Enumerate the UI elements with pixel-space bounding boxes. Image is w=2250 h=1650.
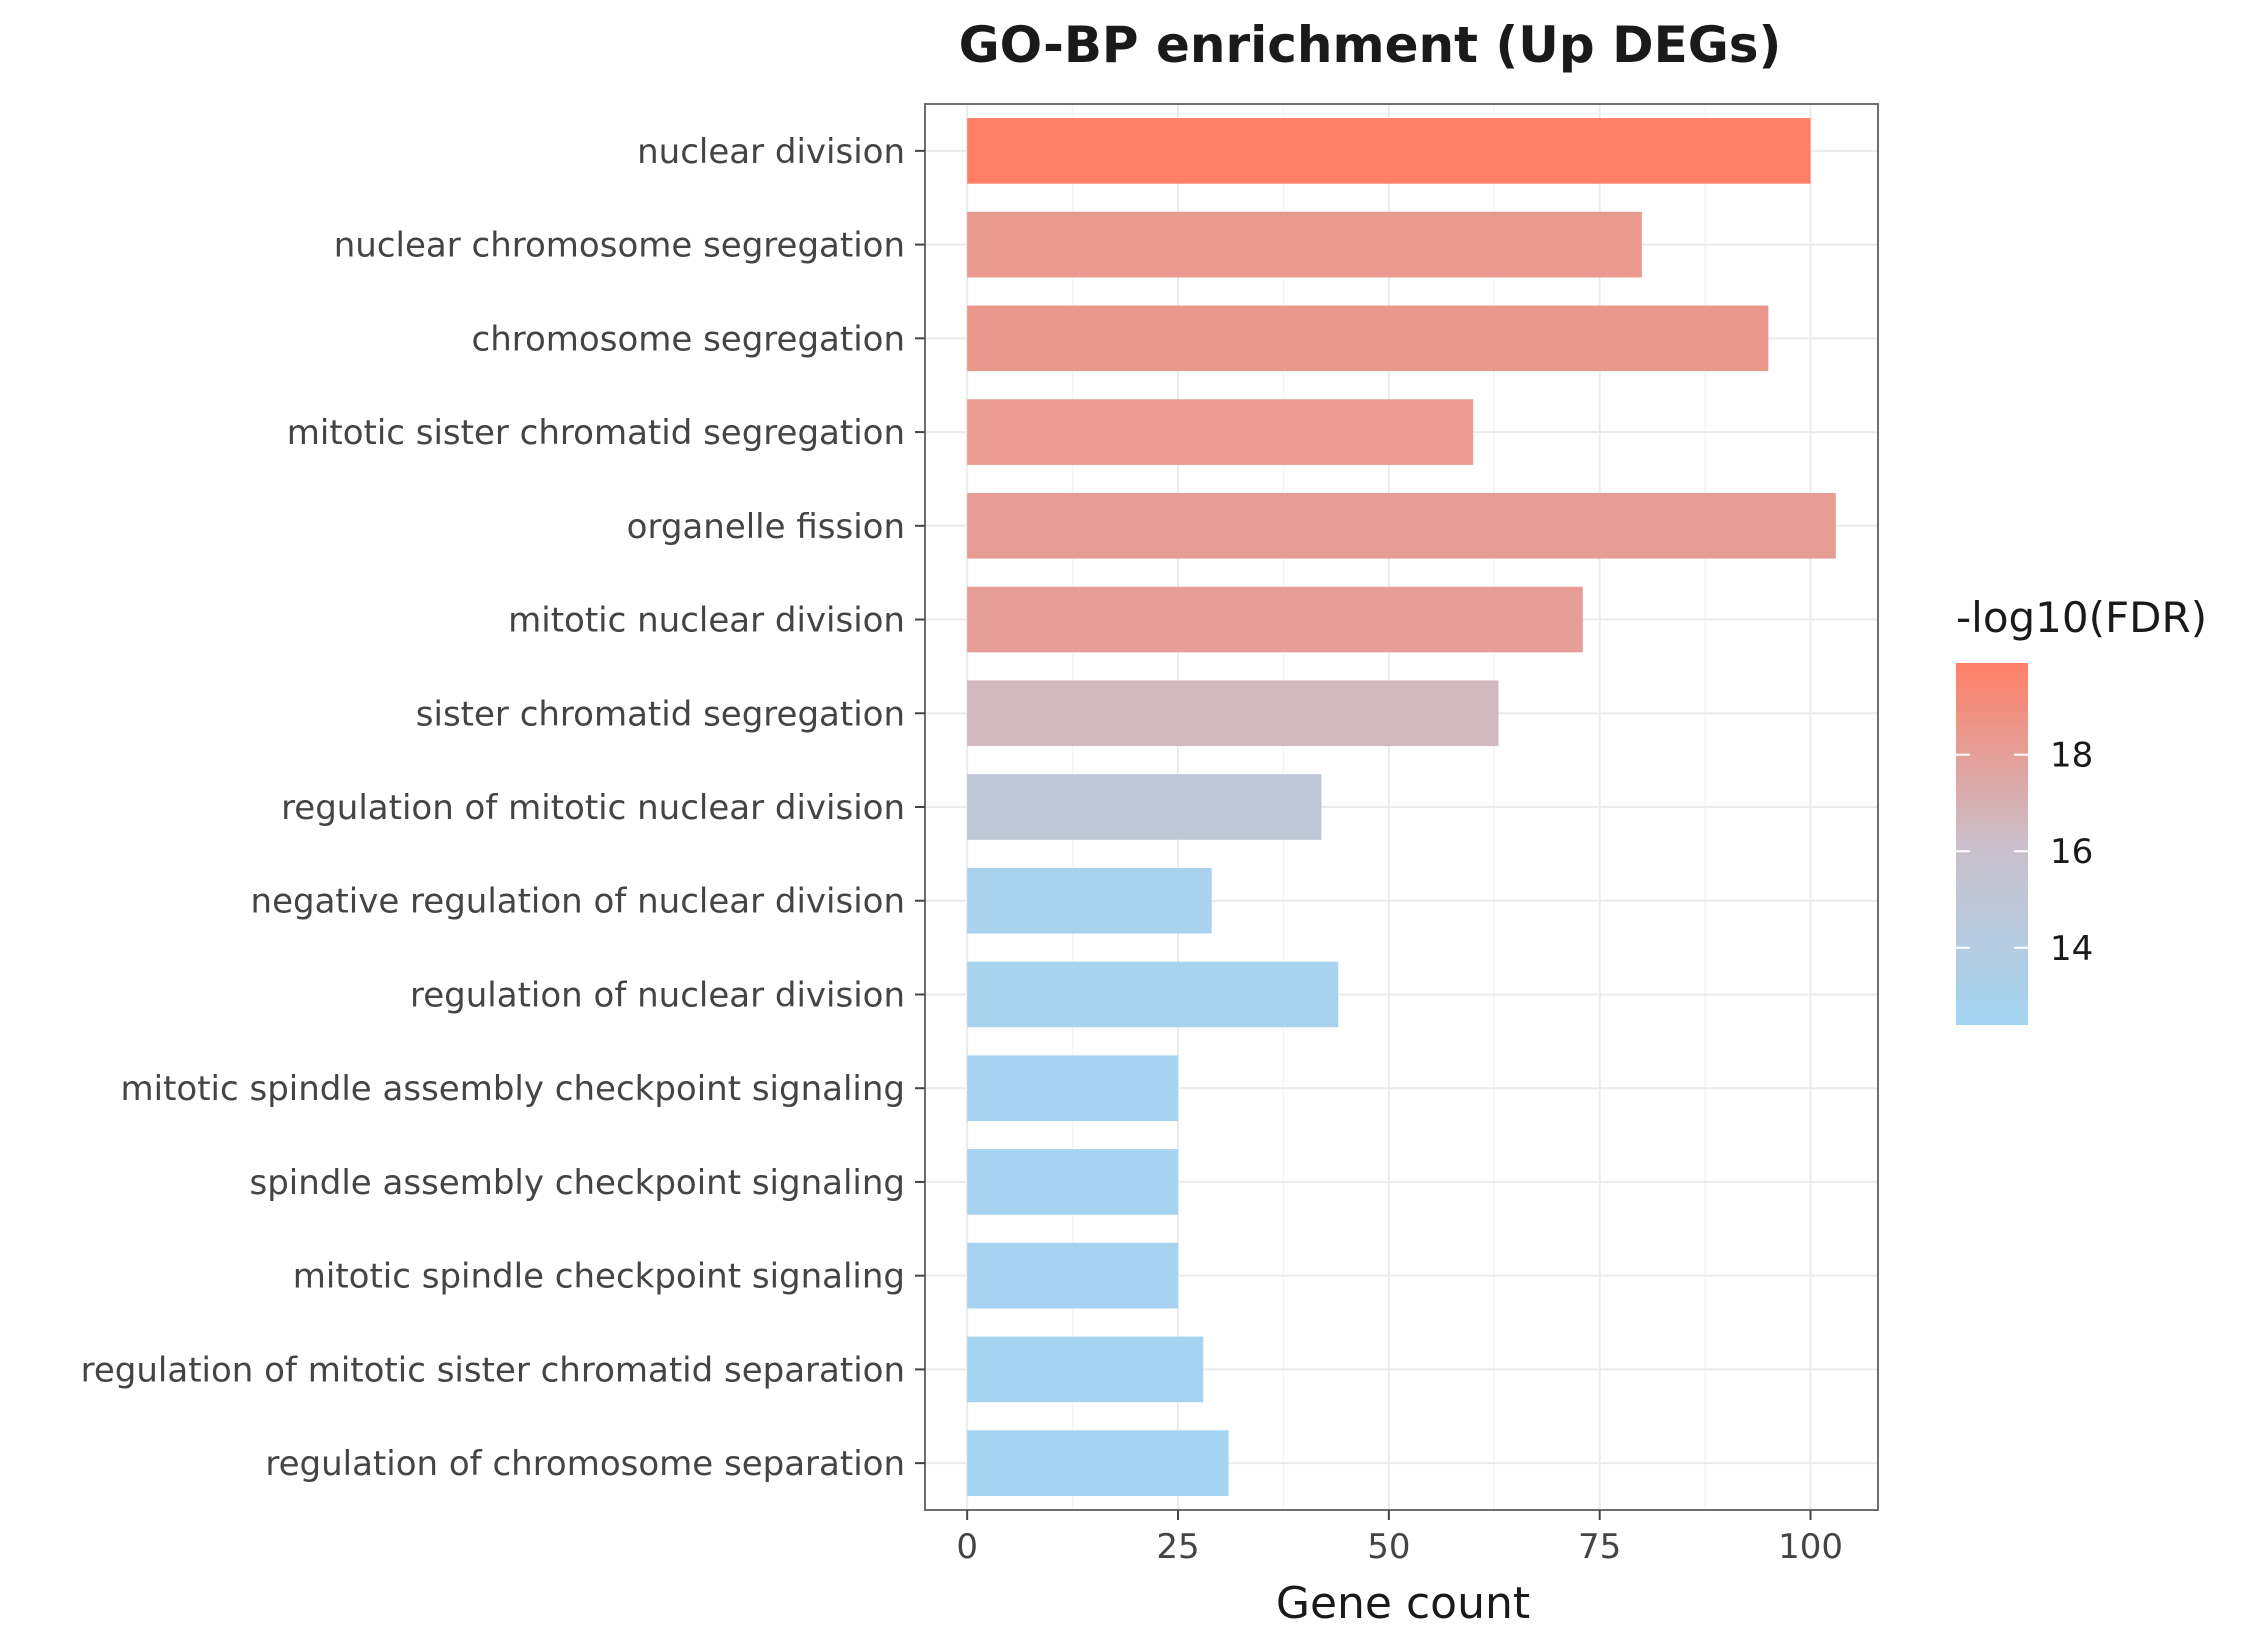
- legend-colorbar: [1956, 663, 2028, 1025]
- category-label: spindle assembly checkpoint signaling: [249, 1163, 905, 1203]
- category-label: sister chromatid segregation: [416, 694, 905, 734]
- legend-tick-label: 16: [2050, 832, 2093, 872]
- bar: [967, 1149, 1179, 1215]
- bar: [967, 680, 1499, 747]
- x-axis-ticks: 0 25 50 75 100: [956, 1510, 1843, 1567]
- x-tick-label: 0: [956, 1527, 978, 1567]
- category-label: negative regulation of nuclear division: [251, 882, 905, 922]
- chart-title: GO-BP enrichment (Up DEGs): [959, 16, 1782, 74]
- bar: [967, 305, 1769, 372]
- category-label: organelle fission: [627, 507, 905, 547]
- bar: [967, 492, 1836, 559]
- bar: [967, 1430, 1229, 1496]
- legend-tick-label: 18: [2050, 736, 2093, 776]
- bar: [967, 211, 1642, 278]
- category-label: nuclear division: [637, 132, 905, 172]
- legend-title: -log10(FDR): [1956, 593, 2207, 642]
- bar: [967, 774, 1322, 840]
- x-tick-label: 50: [1367, 1527, 1410, 1567]
- category-label: mitotic spindle assembly checkpoint sign…: [121, 1069, 906, 1109]
- legend-tick-label: 14: [2050, 929, 2093, 969]
- category-label: nuclear chromosome segregation: [334, 226, 905, 266]
- x-tick-label: 100: [1778, 1527, 1843, 1567]
- bars: [967, 118, 1836, 1496]
- bar: [967, 867, 1212, 934]
- x-axis-title: Gene count: [1276, 1578, 1530, 1629]
- category-label: mitotic nuclear division: [508, 601, 905, 641]
- category-label: regulation of chromosome separation: [265, 1444, 905, 1484]
- bar: [967, 586, 1583, 653]
- category-label: mitotic spindle checkpoint signaling: [293, 1257, 905, 1297]
- category-label: regulation of mitotic sister chromatid s…: [81, 1350, 905, 1390]
- bar: [967, 118, 1811, 184]
- bar: [967, 1336, 1204, 1403]
- color-legend: -log10(FDR) 14 16 18: [1956, 593, 2207, 1025]
- category-labels: nuclear division nuclear chromosome segre…: [81, 132, 925, 1484]
- bar: [967, 1055, 1179, 1122]
- category-label: chromosome segregation: [472, 319, 905, 359]
- category-label: regulation of mitotic nuclear division: [281, 788, 905, 828]
- bar: [967, 1242, 1179, 1309]
- x-tick-label: 75: [1578, 1527, 1621, 1567]
- bar: [967, 399, 1474, 465]
- category-label: regulation of nuclear division: [410, 975, 905, 1015]
- x-tick-label: 25: [1156, 1527, 1199, 1567]
- legend-ticks: 14 16 18: [1956, 736, 2093, 969]
- bar: [967, 961, 1339, 1028]
- category-label: mitotic sister chromatid segregation: [287, 413, 905, 453]
